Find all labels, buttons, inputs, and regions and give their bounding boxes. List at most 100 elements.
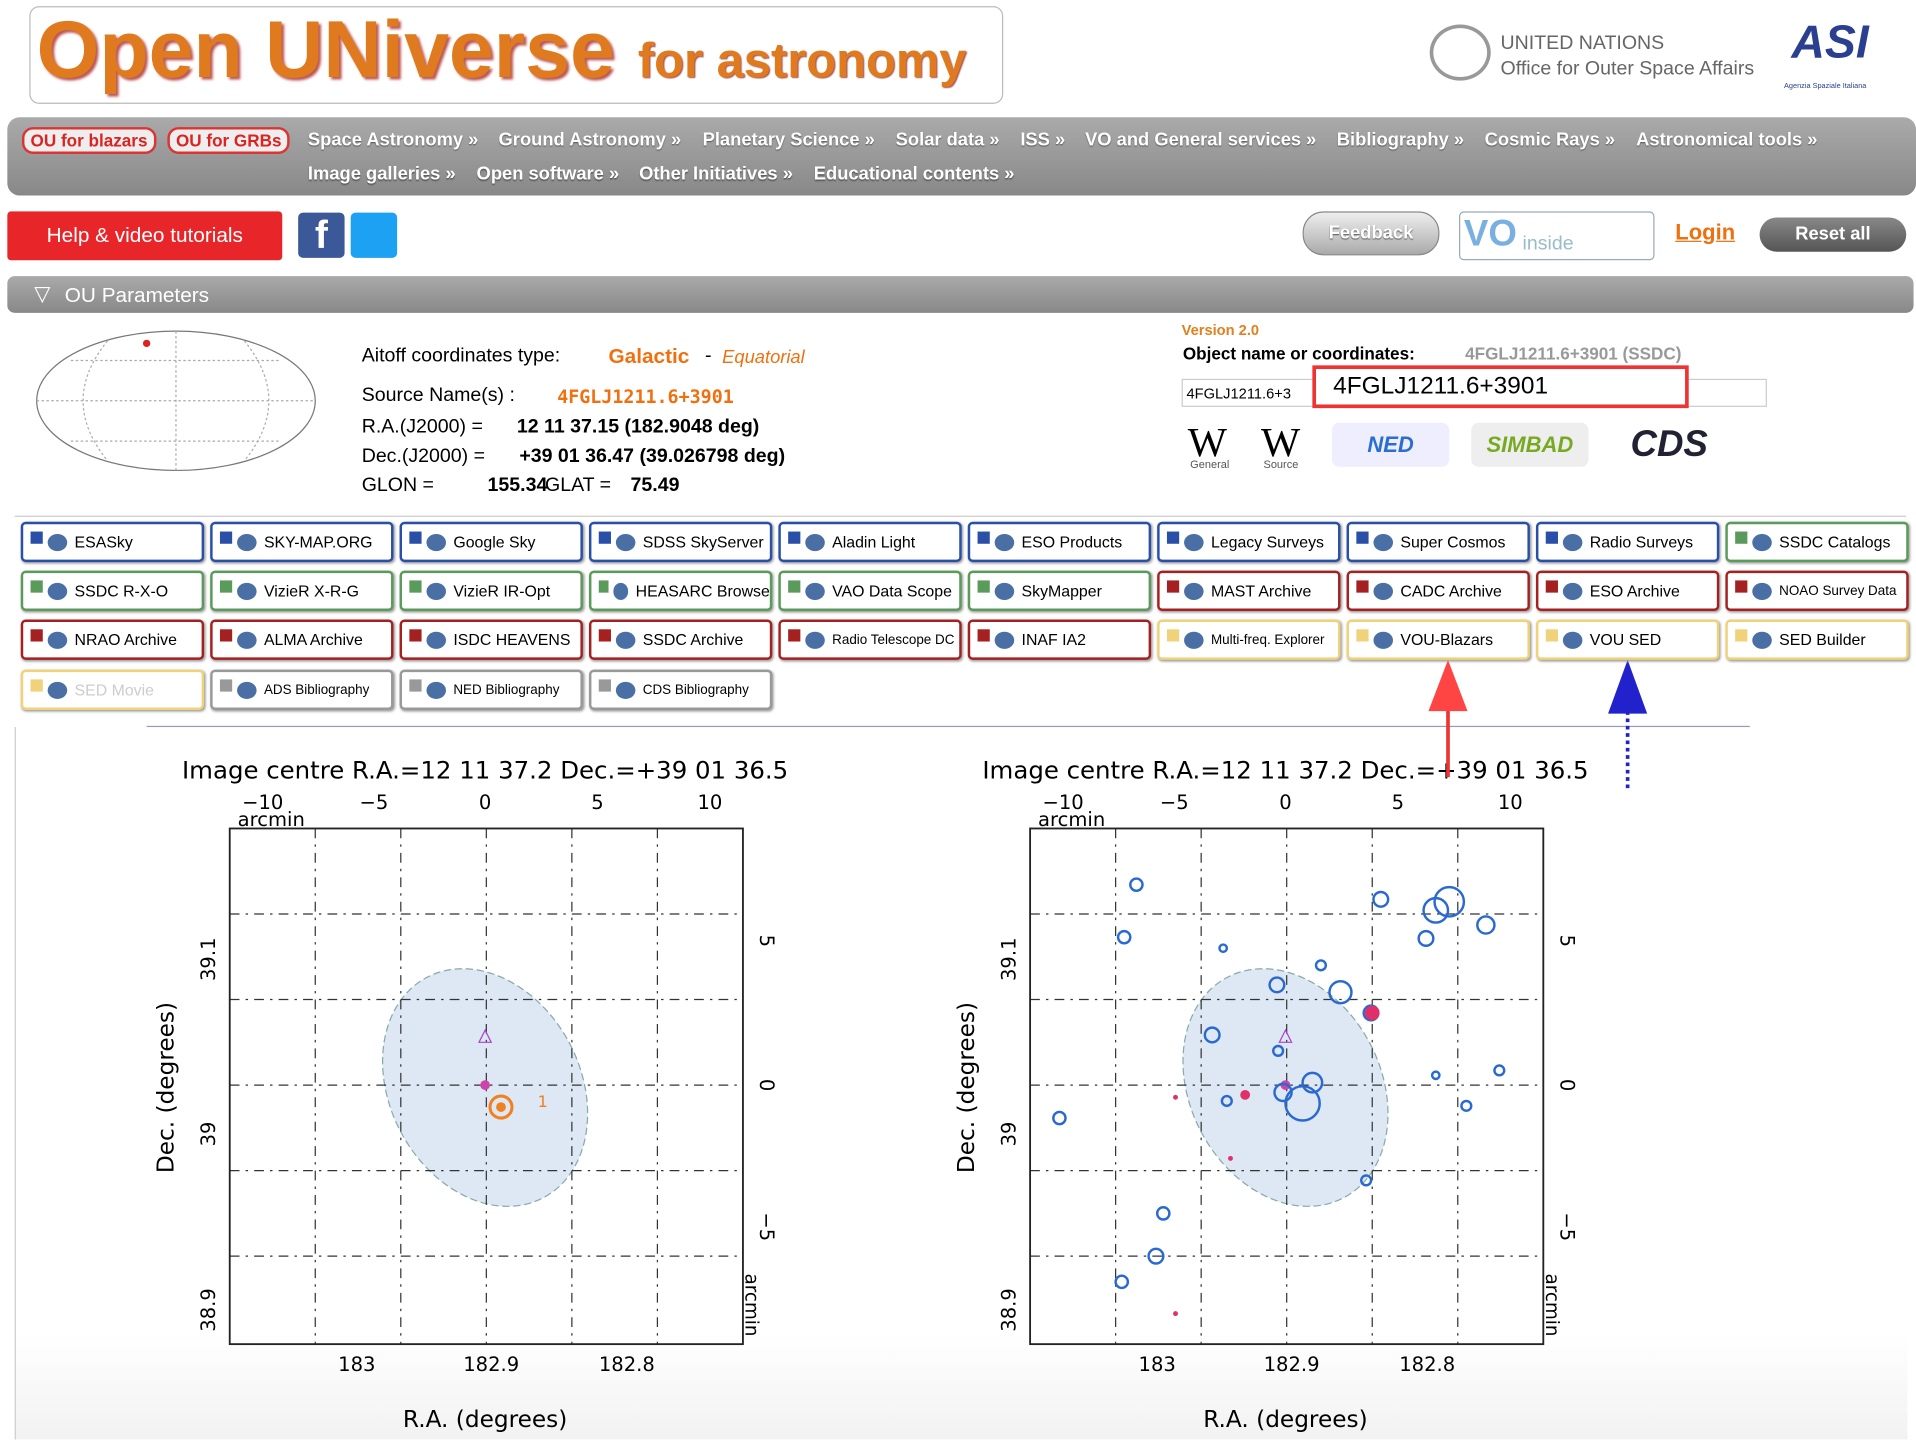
button-label: ESASky <box>74 532 133 552</box>
tool-button[interactable]: NED Bibliography <box>399 669 583 710</box>
plot-frame <box>228 827 744 1346</box>
right-tick: 0 <box>1555 1079 1578 1091</box>
twitter-icon[interactable] <box>350 212 398 258</box>
nav-item[interactable]: Astronomical tools » <box>1636 129 1818 151</box>
tool-button[interactable]: ISDC HEAVENS <box>399 619 583 660</box>
tool-button[interactable]: HEASARC Browse <box>588 570 773 611</box>
tool-button[interactable]: SDSS SkyServer <box>588 521 773 563</box>
red-arrow-head <box>1428 659 1468 712</box>
logo[interactable]: SIMBAD <box>1471 422 1589 467</box>
nav-pill[interactable]: OU for blazars <box>21 127 157 154</box>
icon <box>237 631 257 649</box>
logo[interactable]: CDS <box>1610 422 1728 467</box>
reset-button[interactable]: Reset all <box>1759 217 1907 252</box>
tool-button[interactable]: MAST Archive <box>1157 570 1341 611</box>
nav-item[interactable]: Bibliography » <box>1336 129 1465 151</box>
right-unit: arcmin <box>1541 1274 1562 1337</box>
vo-inside-badge[interactable] <box>1458 211 1655 261</box>
tool-button[interactable]: ADS Bibliography <box>210 669 394 710</box>
nav-item[interactable]: VO and General services » <box>1085 129 1317 151</box>
tool-button[interactable]: NOAO Survey Data <box>1725 570 1909 611</box>
logo-caption: Source <box>1263 458 1299 471</box>
button-label: VizieR IR-Opt <box>453 581 551 600</box>
tool-button[interactable]: Multi-freq. Explorer <box>1157 619 1341 660</box>
tool-button[interactable]: SSDC R-X-O <box>20 570 205 611</box>
tool-button[interactable]: SED Builder <box>1725 619 1909 660</box>
facebook-icon[interactable]: f <box>298 212 345 258</box>
tool-button[interactable]: VizieR X-R-G <box>210 570 394 611</box>
right-tick: 5 <box>755 935 778 947</box>
nav-item[interactable]: Image galleries » <box>307 163 456 185</box>
button-label: SSDC Archive <box>642 630 744 649</box>
tool-button[interactable]: ESO Products <box>967 521 1152 563</box>
color-tag <box>977 579 990 593</box>
nav-item[interactable]: Cosmic Rays » <box>1484 129 1616 151</box>
wiki-logo[interactable]: W <box>1261 420 1301 466</box>
nav-item[interactable]: Space Astronomy » <box>307 129 479 151</box>
catalog-source <box>1460 1099 1473 1112</box>
tool-button[interactable]: SED Movie <box>20 669 205 710</box>
galactic: Galactic <box>608 344 690 368</box>
tool-button[interactable]: Super Cosmos <box>1346 521 1530 563</box>
blue-arrow-head <box>1608 659 1648 714</box>
tool-button[interactable]: ALMA Archive <box>210 619 394 660</box>
color-tag <box>1545 628 1558 641</box>
tool-button[interactable]: Radio Surveys <box>1535 521 1720 563</box>
tool-button[interactable]: NRAO Archive <box>20 619 205 660</box>
button-label: NED Bibliography <box>453 682 560 698</box>
icon <box>426 533 447 551</box>
source-dot <box>480 1080 490 1090</box>
tool-button[interactable]: VOU SED <box>1535 619 1720 660</box>
catalog-source <box>1173 1094 1178 1100</box>
right-tick: 5 <box>1555 935 1578 947</box>
color-tag <box>977 530 990 544</box>
nav-item[interactable]: Solar data » <box>895 129 1000 151</box>
color-tag <box>1166 579 1180 593</box>
nav-item[interactable]: Other Initiatives » <box>639 163 793 185</box>
nav-item[interactable]: Open software » <box>476 163 620 185</box>
color-tag <box>1735 628 1748 641</box>
tool-button[interactable]: Legacy Surveys <box>1157 521 1341 563</box>
nav-item[interactable]: ISS » <box>1020 129 1066 151</box>
nav-item[interactable]: Educational contents » <box>813 163 1015 185</box>
color-tag <box>219 579 233 593</box>
wiki-logo[interactable]: W <box>1187 420 1227 466</box>
nav-item[interactable]: Ground Astronomy » <box>498 129 682 151</box>
top-tick: 0 <box>1279 791 1291 814</box>
bottom-tick: 183 <box>338 1353 375 1376</box>
help-button[interactable]: Help & video tutorials <box>7 211 283 261</box>
tool-button[interactable]: SSDC Catalogs <box>1725 521 1909 563</box>
tool-button[interactable]: Radio Telescope DC <box>778 619 962 660</box>
icon <box>1184 582 1204 600</box>
catalog-source <box>1422 896 1450 924</box>
tool-button[interactable]: VOU-Blazars <box>1346 619 1530 660</box>
tool-button[interactable]: SkyMapper <box>967 570 1152 611</box>
icon <box>615 681 636 699</box>
counterpart-core <box>496 1102 506 1112</box>
color-tag <box>30 530 43 544</box>
color-tag <box>219 628 233 641</box>
tool-button[interactable]: ESO Archive <box>1535 570 1720 611</box>
object-label: Object name or coordinates: <box>1182 343 1415 363</box>
tool-button[interactable]: Google Sky <box>399 521 583 563</box>
right-unit: arcmin <box>740 1274 761 1337</box>
x-label: R.A. (degrees) <box>1203 1406 1367 1433</box>
login-link[interactable]: Login <box>1675 219 1736 245</box>
tool-button[interactable]: INAF IA2 <box>967 619 1152 660</box>
tool-button[interactable]: SSDC Archive <box>588 619 773 660</box>
glon: 155.34 <box>487 475 548 497</box>
tool-button[interactable]: SKY-MAP.ORG <box>210 521 394 563</box>
nav-item[interactable]: Planetary Science » <box>702 129 875 151</box>
tool-button[interactable]: ESASky <box>20 521 205 563</box>
color-tag <box>409 678 422 692</box>
tool-button[interactable]: VizieR IR-Opt <box>399 570 583 611</box>
tool-button[interactable]: CDS Bibliography <box>588 669 773 710</box>
logo[interactable]: NED <box>1331 422 1450 467</box>
feedback-button[interactable]: Feedback <box>1302 211 1440 256</box>
section-bar[interactable] <box>7 276 1914 313</box>
tool-button[interactable]: VAO Data Scope <box>778 570 962 611</box>
tool-button[interactable]: CADC Archive <box>1346 570 1530 611</box>
tool-button[interactable]: Aladin Light <box>778 521 962 563</box>
left-tick: 39.1 <box>997 937 1020 981</box>
nav-pill[interactable]: OU for GRBs <box>167 127 291 154</box>
